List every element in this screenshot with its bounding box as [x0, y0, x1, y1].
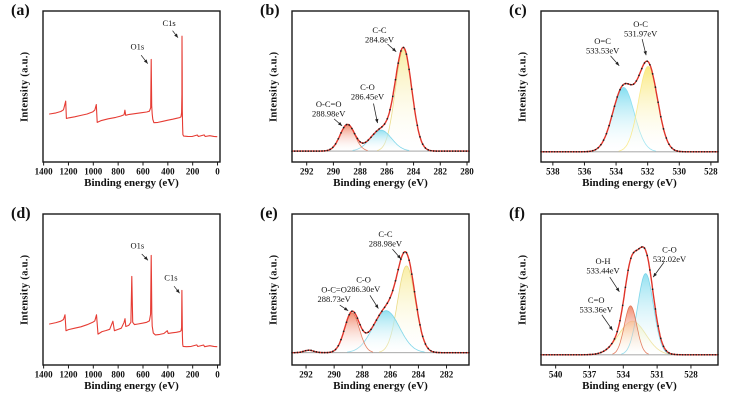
panel-e: 292 290 288 286 284 282 C-C 288.98eV C-O 286.30eV…	[249, 203, 498, 406]
panel-d: 1400 1200 1000 800 600 400 200 0 O1s C1s (d) Inte…	[0, 203, 249, 406]
svg-text:282: 282	[434, 167, 448, 177]
svg-text:400: 400	[161, 167, 175, 177]
svg-text:532: 532	[641, 167, 655, 177]
svg-text:1400: 1400	[35, 167, 54, 177]
x-axis-label-c: Binding energy (eV)	[582, 177, 677, 189]
svg-text:292: 292	[299, 370, 313, 380]
svg-text:531: 531	[650, 370, 664, 380]
panel-tag-e: (e)	[260, 205, 278, 222]
svg-text:538: 538	[546, 167, 560, 177]
y-axis-label-b: Intensity (a.u.)	[268, 51, 280, 122]
panel-a: 1400 1200 1000 800 600 400 200 0 O1s C1s (a) Inte…	[0, 0, 249, 203]
c1s-fit-plot-b: 292 290 288 286 284 282 280 C-C 284.8eV C-O 286.45…	[291, 10, 474, 177]
svg-text:800: 800	[111, 167, 125, 177]
svg-text:1200: 1200	[59, 370, 78, 380]
svg-text:C1s: C1s	[162, 18, 175, 28]
svg-text:600: 600	[136, 167, 150, 177]
y-axis-label-d: Intensity (a.u.)	[19, 254, 31, 325]
x-axis-label-e: Binding energy (eV)	[333, 380, 428, 392]
panel-b: 292 290 288 286 284 282 280 C-C 284.8eV C-O 286.45…	[249, 0, 498, 203]
svg-text:534: 534	[609, 167, 623, 177]
panel-c: 538 536 534 532 530 528 O=C 533.53eV O-C 531.97eV…	[498, 0, 747, 203]
svg-text:1400: 1400	[35, 370, 54, 380]
svg-text:O1s: O1s	[131, 42, 145, 52]
c1s-fit-plot-e: 292 290 288 286 284 282 C-C 288.98eV C-O 286.30eV…	[291, 213, 470, 380]
panel-tag-a: (a)	[11, 2, 30, 19]
svg-text:0: 0	[215, 167, 220, 177]
x-axis-label-d: Binding energy (eV)	[84, 380, 179, 392]
svg-text:290: 290	[327, 370, 341, 380]
svg-text:290: 290	[327, 167, 341, 177]
svg-text:536: 536	[578, 167, 592, 177]
y-axis-label-f: Intensity (a.u.)	[517, 254, 529, 325]
survey-spectrum-plot-a: 1400 1200 1000 800 600 400 200 0 O1s C1s	[35, 10, 221, 177]
panel-tag-c: (c)	[509, 2, 527, 19]
svg-text:1000: 1000	[84, 167, 103, 177]
svg-text:288: 288	[353, 167, 367, 177]
x-axis-label-a: Binding energy (eV)	[84, 177, 179, 189]
survey-spectrum-plot-d: 1400 1200 1000 800 600 400 200 0 O1s C1s	[35, 213, 221, 380]
x-axis-label-f: Binding energy (eV)	[582, 380, 677, 392]
y-axis-label-a: Intensity (a.u.)	[19, 51, 31, 122]
svg-text:200: 200	[186, 167, 200, 177]
panel-f: 540 537 534 531 528 O-H 533.44eV C-O 532.02eV C=O…	[498, 203, 747, 406]
svg-text:282: 282	[440, 370, 454, 380]
panel-tag-b: (b)	[260, 2, 280, 19]
svg-text:534: 534	[617, 370, 631, 380]
svg-text:286: 286	[384, 370, 398, 380]
y-axis-label-e: Intensity (a.u.)	[268, 254, 280, 325]
svg-text:286: 286	[380, 167, 394, 177]
svg-text:288: 288	[355, 370, 369, 380]
svg-text:528: 528	[684, 370, 698, 380]
svg-text:1000: 1000	[84, 370, 103, 380]
svg-text:540: 540	[549, 370, 563, 380]
svg-text:0: 0	[215, 370, 220, 380]
o1s-fit-plot-f: 540 537 534 531 528 O-H 533.44eV C-O 532.02eV C=O…	[540, 213, 719, 380]
svg-text:280: 280	[460, 167, 474, 177]
x-axis-label-b: Binding energy (eV)	[333, 177, 428, 189]
svg-text:800: 800	[111, 370, 125, 380]
svg-text:1200: 1200	[59, 167, 78, 177]
panel-tag-f: (f)	[509, 205, 525, 222]
svg-text:530: 530	[673, 167, 687, 177]
svg-text:284: 284	[412, 370, 426, 380]
svg-text:O1s: O1s	[131, 240, 145, 250]
svg-text:537: 537	[583, 370, 597, 380]
panel-tag-d: (d)	[11, 205, 31, 222]
svg-text:284: 284	[407, 167, 421, 177]
y-axis-label-c: Intensity (a.u.)	[517, 51, 529, 122]
svg-text:292: 292	[300, 167, 314, 177]
svg-text:C1s: C1s	[164, 273, 177, 283]
svg-text:528: 528	[704, 167, 718, 177]
svg-text:600: 600	[136, 370, 150, 380]
svg-text:400: 400	[161, 370, 175, 380]
svg-text:200: 200	[186, 370, 200, 380]
